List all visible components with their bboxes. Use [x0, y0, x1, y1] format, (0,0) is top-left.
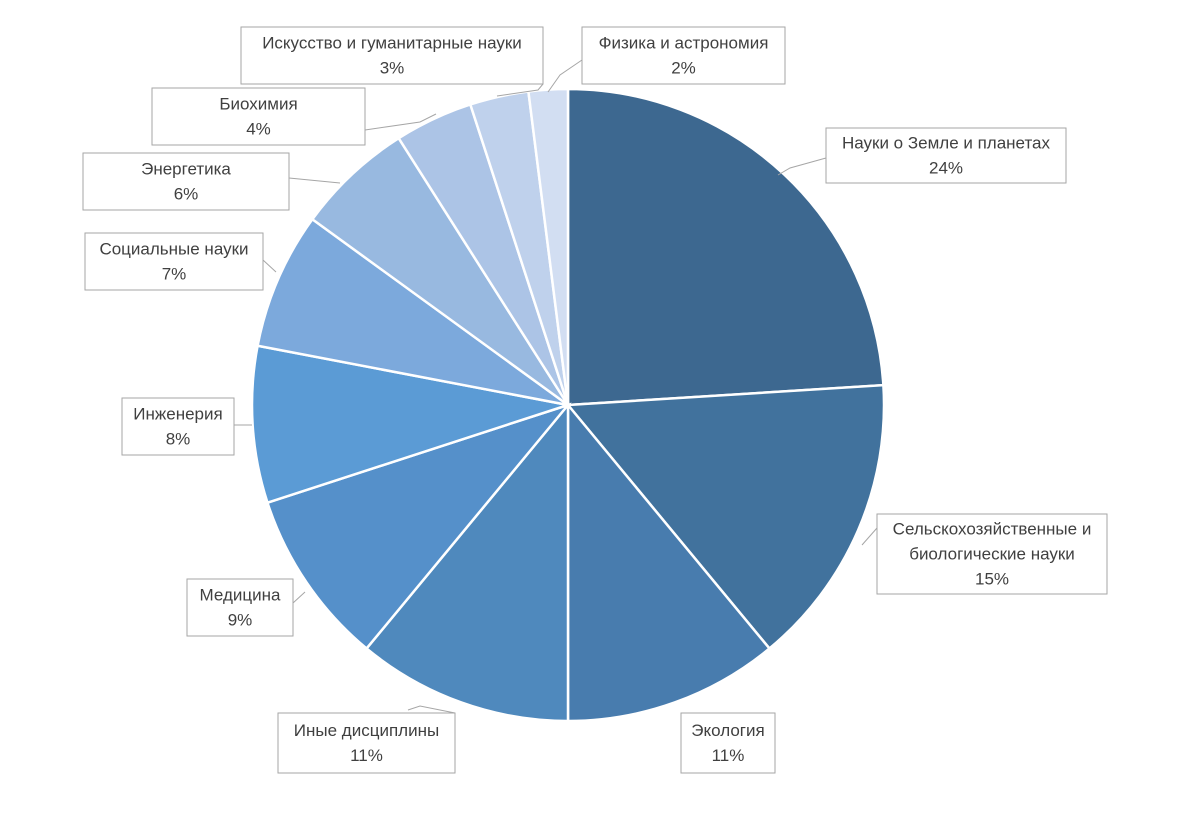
- leader-line: [547, 59, 583, 93]
- slice-category-label: Экология: [691, 721, 764, 740]
- label-box: [121, 397, 235, 456]
- pie-slice: [265, 402, 572, 651]
- leader-line: [407, 705, 456, 714]
- pie-slice: [565, 383, 886, 651]
- label-box: [825, 127, 1067, 184]
- leader-lines: [234, 59, 878, 714]
- label-box: [240, 26, 544, 85]
- slice-value-label: 24%: [929, 159, 963, 178]
- data-label: Медицина 9%: [186, 578, 294, 637]
- label-box: [680, 712, 776, 774]
- slice-value-label: 15%: [975, 570, 1009, 589]
- data-label: Науки о Земле и планетах 24%: [825, 127, 1067, 184]
- slice-category-label: Социальные науки: [99, 240, 248, 259]
- label-box: [84, 232, 264, 291]
- slice-category-label: Науки о Земле и планетах: [842, 134, 1051, 153]
- slice-category-label: Инженерия: [133, 405, 222, 424]
- leader-line: [777, 157, 827, 176]
- data-label: Физика и астрономия 2%: [581, 26, 786, 85]
- data-label: Сельскохозяйственные и биологические наук…: [876, 513, 1108, 595]
- leader-line: [496, 83, 544, 97]
- label-box: [82, 152, 290, 211]
- label-box: [277, 712, 456, 774]
- leader-line: [364, 113, 437, 131]
- pie-slice: [310, 136, 570, 407]
- leader-line: [288, 177, 341, 184]
- slice-category-label: Иные дисциплины: [294, 721, 439, 740]
- slice-value-label: 8%: [166, 430, 191, 449]
- pie-slice: [256, 217, 569, 407]
- label-box: [151, 87, 366, 146]
- slice-category-label: Сельскохозяйственные и: [893, 520, 1092, 539]
- pie-slice: [364, 401, 570, 723]
- pie-slice: [566, 87, 885, 407]
- leader-line: [292, 591, 306, 604]
- slice-value-label: 11%: [712, 746, 745, 765]
- pie-slice: [566, 401, 772, 723]
- slice-value-label: 4%: [246, 120, 271, 139]
- slice-category-label: Энергетика: [141, 160, 231, 179]
- slice-value-label: 2%: [671, 59, 696, 78]
- slice-category-label: Биохимия: [219, 95, 297, 114]
- data-labels: Науки о Земле и планетах 24% Сельскохозяйс…: [82, 26, 1108, 774]
- pie-slices: [250, 87, 886, 723]
- leader-line: [861, 527, 878, 546]
- data-label: Энергетика 6%: [82, 152, 290, 211]
- label-box: [876, 513, 1108, 595]
- label-box: [581, 26, 786, 85]
- data-label: Экология 11%: [680, 712, 776, 774]
- slice-value-label: 6%: [174, 185, 199, 204]
- slice-value-label: 9%: [228, 611, 253, 630]
- slice-value-label: 11%: [350, 746, 383, 765]
- data-label: Искусство и гуманитарные науки 3%: [240, 26, 544, 85]
- label-box: [186, 578, 294, 637]
- slice-value-label: 7%: [162, 265, 187, 284]
- data-label: Биохимия 4%: [151, 87, 366, 146]
- leader-line: [262, 259, 277, 273]
- slice-value-label: 3%: [380, 59, 405, 78]
- slice-category-label: биологические науки: [909, 545, 1075, 564]
- slice-category-label: Медицина: [200, 586, 281, 605]
- slice-category-label: Физика и астрономия: [599, 34, 769, 53]
- data-label: Иные дисциплины 11%: [277, 712, 456, 774]
- data-label: Социальные науки 7%: [84, 232, 264, 291]
- data-label: Инженерия 8%: [121, 397, 235, 456]
- pie-slice: [250, 344, 569, 505]
- slice-category-label: Искусство и гуманитарные науки: [262, 34, 522, 53]
